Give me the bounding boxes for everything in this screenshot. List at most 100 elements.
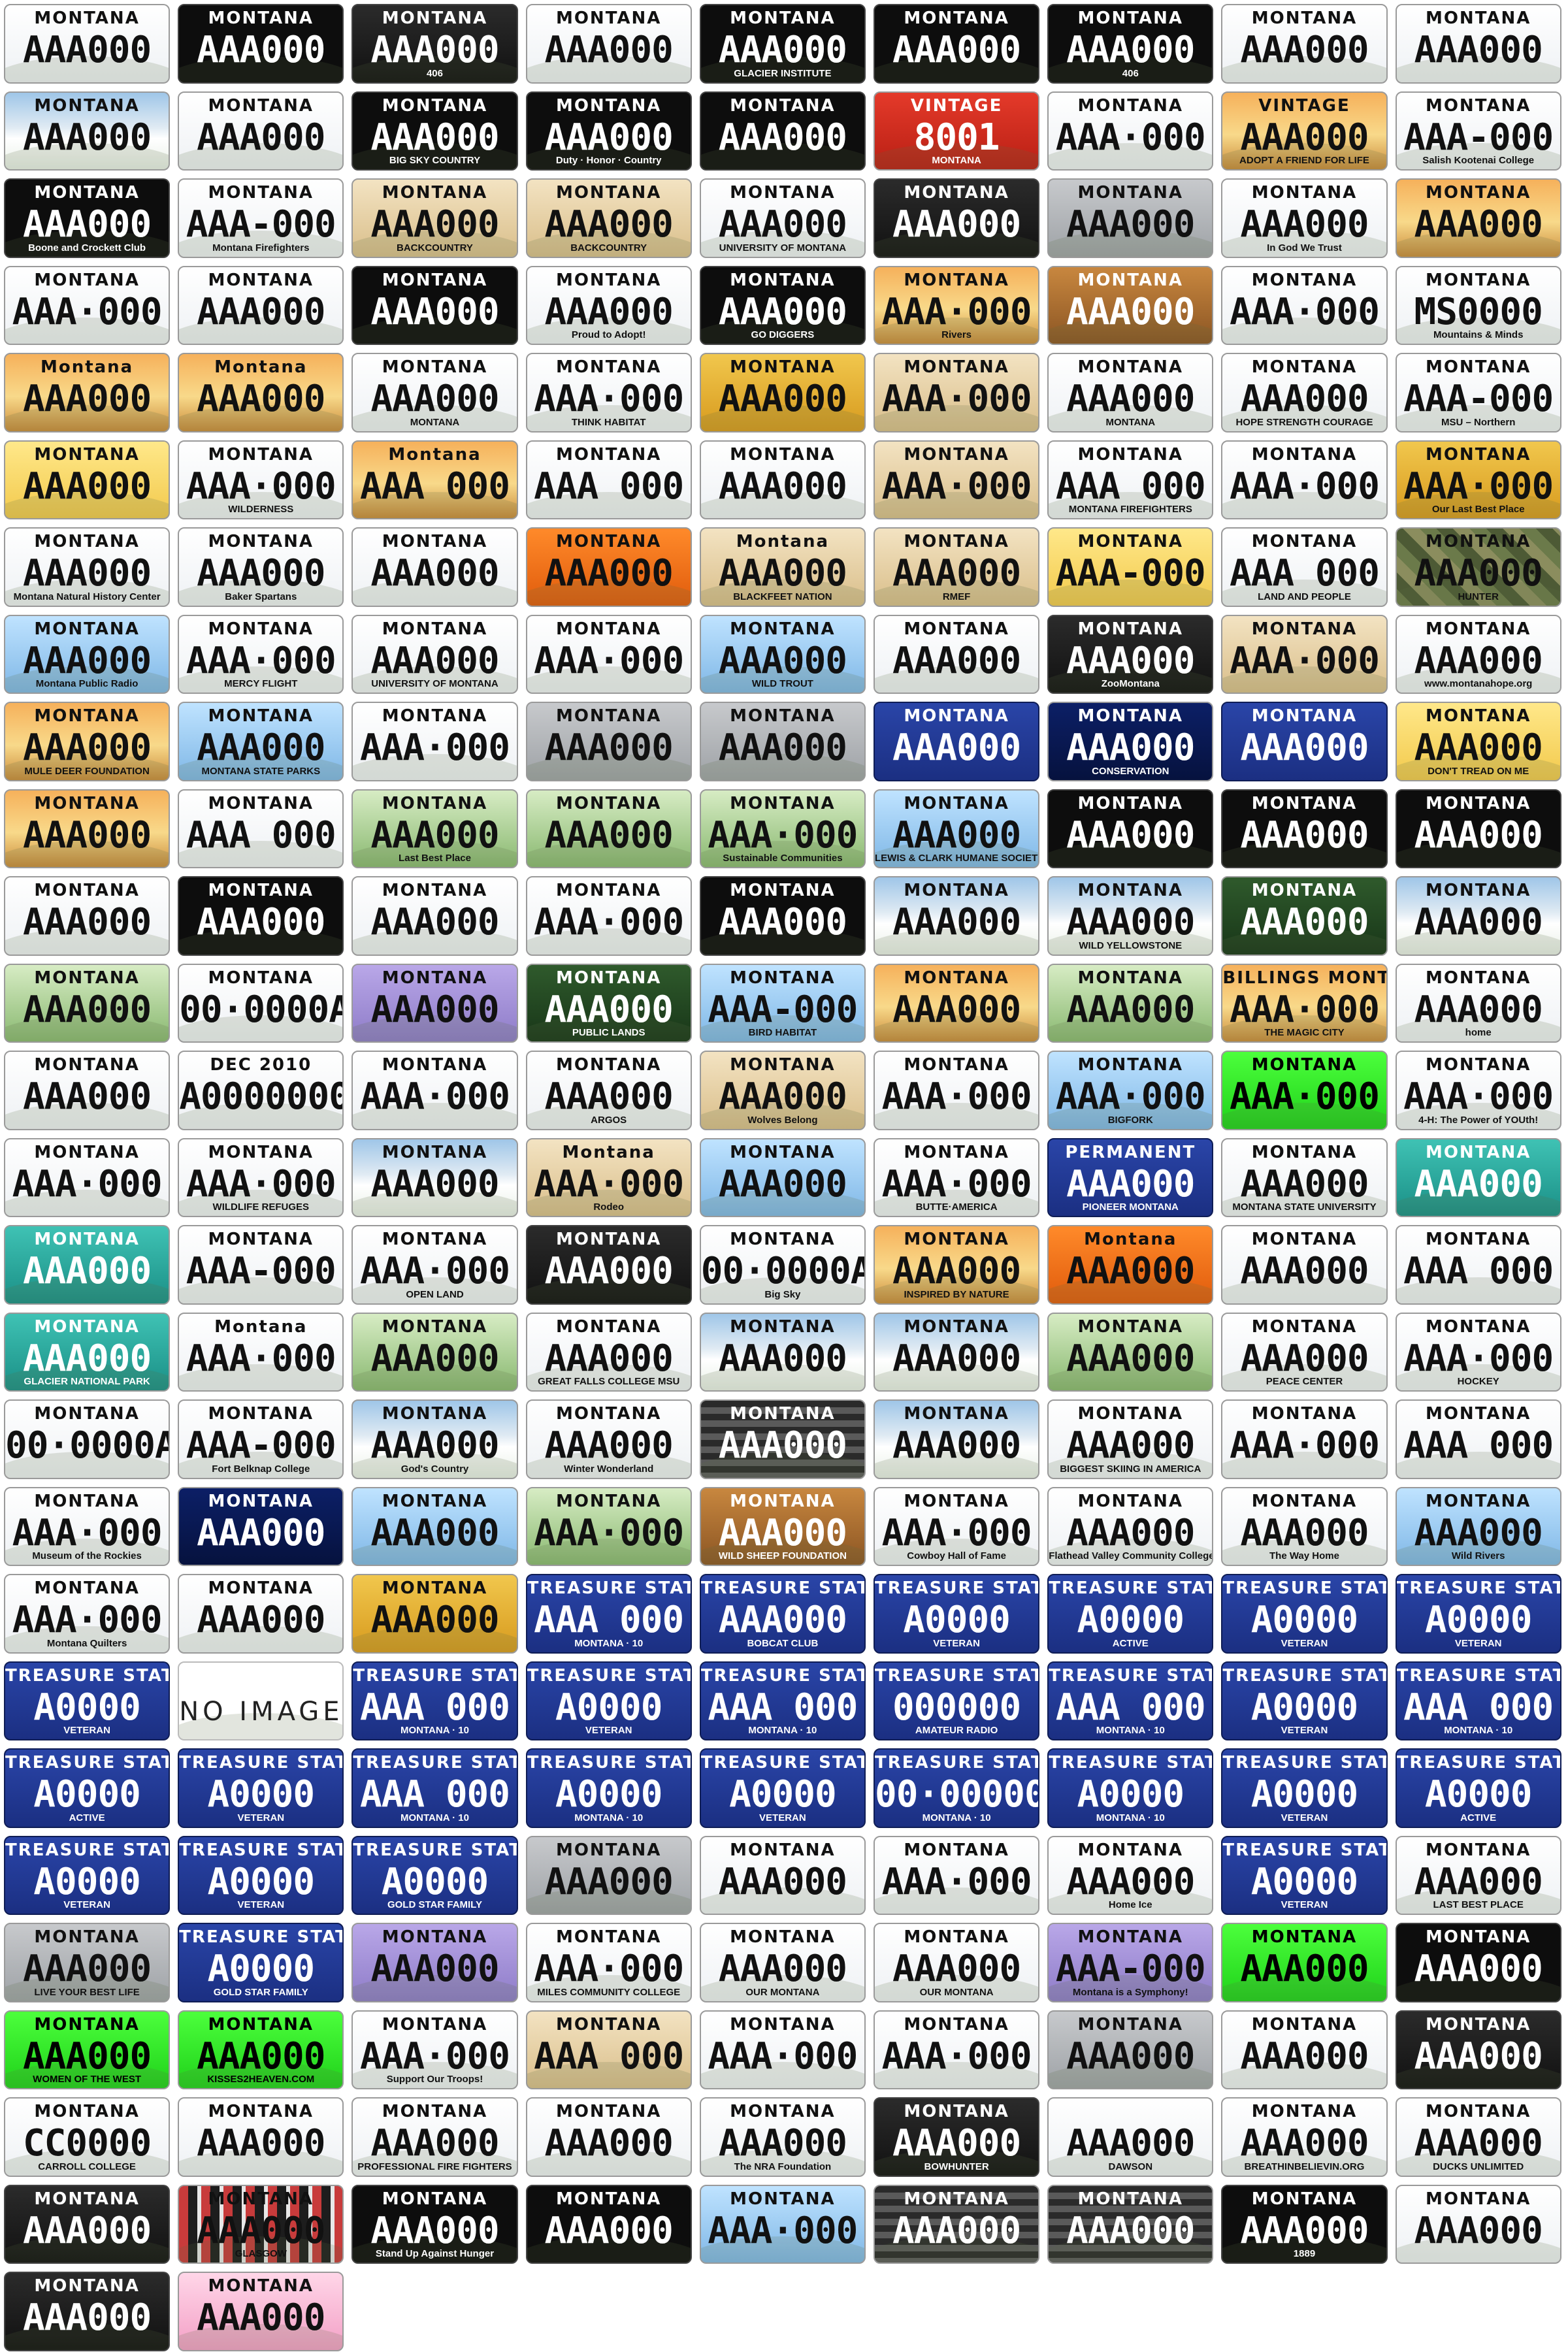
plate-state-name: MONTANA bbox=[208, 2102, 314, 2121]
plate-state-name: MONTANA bbox=[1251, 706, 1358, 726]
plate-scenery bbox=[1049, 1974, 1213, 2001]
plate-scenery bbox=[5, 1277, 169, 1303]
plate-number: AAA·000 bbox=[881, 378, 1032, 420]
plate-scenery bbox=[1222, 492, 1386, 519]
plate-number: A0000 bbox=[33, 1773, 141, 1816]
plate-scenery bbox=[1049, 143, 1213, 170]
plate-scenery bbox=[700, 1887, 864, 1914]
license-plate: TREASURE STATE A0000 MONTANA · 10 bbox=[1047, 1748, 1214, 1828]
plate-subtitle: ADOPT A FRIEND FOR LIFE bbox=[1239, 155, 1369, 166]
plate-scenery bbox=[1396, 2149, 1560, 2176]
plate-subtitle: Museum of the Rockies bbox=[32, 1550, 142, 1561]
plate-state-name: MONTANA bbox=[1077, 1927, 1184, 1947]
license-plate: MONTANA AAA000 bbox=[178, 2097, 344, 2177]
plate-scenery bbox=[527, 492, 691, 519]
plate-subtitle: Winter Wonderland bbox=[564, 1463, 654, 1475]
plate-state-name: TREASURE STATE bbox=[1049, 1578, 1214, 1598]
plate-scenery bbox=[1396, 1451, 1560, 1478]
plate-state-name: BILLINGS MONTANA bbox=[1222, 968, 1386, 988]
plate-number: 000000 bbox=[892, 1686, 1021, 1729]
plate-scenery bbox=[1222, 1364, 1386, 1391]
plate-scenery bbox=[179, 1015, 343, 1042]
license-plate: TREASURE STATE AAA 000 MONTANA · 10 bbox=[525, 1574, 692, 1654]
plate-scenery bbox=[1396, 1190, 1560, 1217]
plate-number: AAA000 bbox=[1414, 1511, 1543, 1554]
plate-state-name: MONTANA bbox=[1251, 2014, 1358, 2034]
plate-number: AAA000 bbox=[197, 1511, 325, 1554]
plate-state-name: Montana bbox=[214, 1316, 308, 1337]
plate-subtitle: VETERAN bbox=[1454, 1637, 1502, 1649]
plate-number: AAA000 bbox=[718, 1511, 847, 1554]
plate-subtitle: Salish Kootenai College bbox=[1422, 155, 1535, 166]
plate-scenery bbox=[5, 1539, 169, 1565]
license-plate: MONTANA AAA000 RMEF bbox=[874, 527, 1040, 607]
plate-subtitle: WILD YELLOWSTONE bbox=[1079, 939, 1183, 951]
plate-scenery bbox=[353, 2062, 517, 2089]
plate-number: AAA000 bbox=[1240, 727, 1369, 769]
plate-state-name: TREASURE STATE bbox=[875, 1753, 1040, 1772]
plate-number: AAA000 bbox=[1240, 1250, 1369, 1292]
plate-scenery bbox=[5, 928, 169, 955]
plate-number: AAA000 bbox=[370, 2209, 499, 2252]
plate-scenery bbox=[179, 143, 343, 170]
plate-number: AAA000 bbox=[22, 1250, 152, 1292]
plate-state-name: MONTANA bbox=[1077, 619, 1184, 639]
plate-subtitle: BIGGEST SKIING IN AMERICA bbox=[1060, 1463, 1201, 1475]
plate-scenery bbox=[1049, 1887, 1213, 1914]
plate-scenery bbox=[1396, 2062, 1560, 2089]
plate-number: AAA·000 bbox=[12, 1162, 163, 1205]
license-plate: MONTANA AAA000 bbox=[351, 963, 518, 1043]
plate-number: AAA000 bbox=[370, 378, 499, 420]
plate-number: AAA000 bbox=[197, 116, 325, 159]
license-plate: MONTANA AAA·000 bbox=[1221, 440, 1388, 519]
plate-state-name: MONTANA bbox=[34, 8, 140, 28]
license-plate: TREASURE STATE A0000 VETERAN bbox=[1221, 1835, 1388, 1915]
plate-number: AAA000 bbox=[22, 813, 152, 857]
license-plate: Montana AAA000 bbox=[4, 353, 171, 433]
plate-scenery bbox=[700, 1451, 864, 1478]
license-plate: MONTANA AAA000 bbox=[1395, 4, 1561, 84]
plate-number: AAA·000 bbox=[534, 378, 684, 420]
plate-subtitle: Big Sky bbox=[764, 1288, 801, 1300]
plate-number: AAA000 bbox=[1066, 290, 1195, 333]
plate-scenery bbox=[527, 1364, 691, 1391]
plate-subtitle: Flathead Valley Community College bbox=[1049, 1550, 1213, 1561]
license-plate: MONTANA AAA000 bbox=[874, 614, 1040, 694]
plate-state-name: MONTANA bbox=[730, 8, 836, 28]
license-plate: MONTANA AAA000 bbox=[525, 2184, 692, 2264]
plate-scenery bbox=[1396, 404, 1560, 431]
plate-number: AAA·000 bbox=[1403, 465, 1554, 508]
license-plate: MONTANA AAA000 bbox=[1395, 876, 1561, 956]
license-plate: MONTANA AAA000 GLASGOW bbox=[178, 2184, 344, 2264]
plate-number: AAA 000 bbox=[1403, 1686, 1554, 1729]
plate-state-name: MONTANA bbox=[904, 619, 1009, 639]
plate-number: AAA000 bbox=[370, 2122, 499, 2164]
plate-subtitle: 406 bbox=[426, 67, 443, 79]
plate-number: AAA000 bbox=[1414, 2122, 1543, 2164]
plate-state-name: MONTANA bbox=[382, 619, 488, 639]
plate-state-name: MONTANA bbox=[730, 1491, 836, 1511]
plate-number: AAA000 bbox=[197, 290, 325, 333]
plate-subtitle: The Way Home bbox=[1269, 1550, 1339, 1561]
license-plate: MONTANA AAA·000 Support Our Troops! bbox=[351, 2010, 518, 2089]
plate-state-name: MONTANA bbox=[34, 1230, 140, 1249]
license-plate: MONTANA AAA000 bbox=[4, 91, 171, 171]
plate-state-name: MONTANA bbox=[208, 270, 314, 290]
license-plate: MONTANA AAA000 bbox=[178, 876, 344, 956]
license-plate: MONTANA AAA000 home bbox=[1395, 963, 1561, 1043]
license-plate: MONTANA AAA·000 bbox=[4, 265, 171, 345]
plate-number: AAA000 bbox=[22, 1075, 152, 1118]
license-plate: TREASURE STATE A0000 VETERAN bbox=[4, 1661, 171, 1740]
plate-scenery bbox=[1222, 2149, 1386, 2176]
license-plate: MONTANA AAA000 bbox=[874, 4, 1040, 84]
plate-state-name: TREASURE STATE bbox=[353, 1840, 518, 1860]
license-plate: MONTANA AAA000 ARGOS bbox=[525, 1051, 692, 1130]
plate-scenery bbox=[179, 230, 343, 257]
plate-subtitle: WILD TROUT bbox=[751, 678, 813, 689]
license-plate: MONTANA AAA000 bbox=[699, 1312, 866, 1392]
plate-number: A0000 bbox=[555, 1686, 663, 1729]
plate-state-name: MONTANA bbox=[730, 881, 836, 900]
plate-number: AAA000 bbox=[1414, 2209, 1543, 2252]
plate-number: AAA000 bbox=[370, 203, 499, 246]
license-plate: MONTANA AAA·000 HOCKEY bbox=[1395, 1312, 1561, 1392]
